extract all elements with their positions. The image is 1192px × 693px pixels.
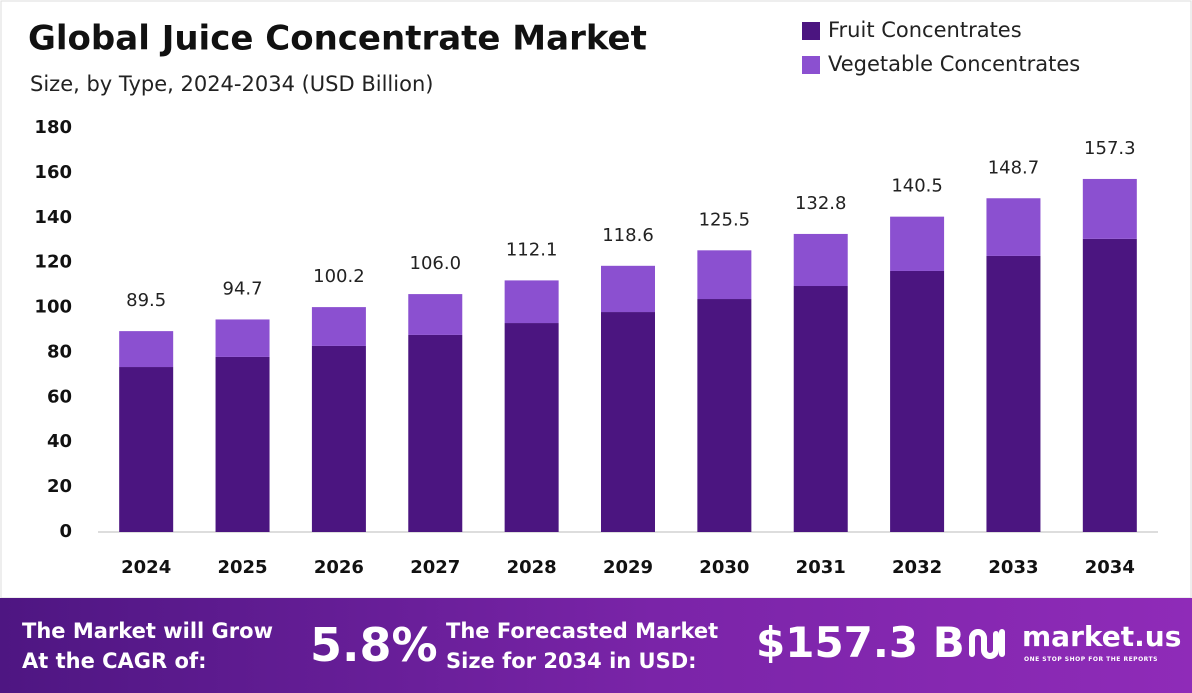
x-tick-label: 2033 [988,557,1038,578]
bar-segment [215,356,270,532]
forecast-value: $157.3 B [756,618,965,667]
chart-subtitle: Size, by Type, 2024-2034 (USD Billion) [30,72,433,96]
total-label: 112.1 [506,239,558,260]
bar-segment [986,198,1041,256]
bar-segment [504,280,559,324]
bar-segment [119,367,174,532]
total-label: 89.5 [126,290,166,311]
total-label: 125.5 [699,209,751,230]
total-label: 148.7 [988,157,1040,178]
y-tick-label: 120 [34,252,72,273]
legend-swatch [802,22,820,40]
y-tick-label: 100 [34,297,72,318]
bar-segment [986,255,1041,532]
x-tick-label: 2031 [796,557,846,578]
x-tick-label: 2026 [314,557,364,578]
total-label: 132.8 [795,193,847,214]
y-tick-label: 0 [59,521,72,542]
bar-segment [1082,178,1137,239]
bar-segment [793,286,848,532]
bar-segment [504,323,559,532]
bar-segment [890,216,945,271]
bar-segment [311,307,366,346]
bar-segment [793,233,848,287]
chart: Global Juice Concentrate Market Size, by… [0,0,1192,599]
bar-segment [311,345,366,532]
x-tick-label: 2034 [1085,557,1135,578]
x-tick-label: 2027 [410,557,460,578]
bar-segment [697,250,752,300]
y-tick-label: 180 [34,117,72,138]
y-tick-label: 160 [34,162,72,183]
bar-segment [601,265,655,313]
x-tick-label: 2025 [217,557,267,578]
total-label: 157.3 [1084,138,1136,159]
y-tick-label: 140 [34,207,72,228]
cagr-text: The Market will Grow At the CAGR of: [22,619,273,673]
legend-swatch [802,56,820,74]
x-tick-label: 2024 [121,557,171,578]
total-label: 118.6 [602,225,654,246]
bar-segment [601,312,655,532]
total-label: 94.7 [223,278,263,299]
y-tick-label: 60 [47,386,72,407]
total-label: 140.5 [891,176,943,197]
cagr-value: 5.8% [310,618,438,672]
chart-title: Global Juice Concentrate Market [28,19,647,59]
y-tick-label: 80 [47,341,72,362]
bar-segment [119,331,174,368]
x-tick-label: 2032 [892,557,942,578]
forecast-text: The Forecasted Market Size for 2034 in U… [446,619,719,673]
brand: market.us [1022,620,1182,653]
y-tick-label: 20 [47,476,72,497]
total-label: 100.2 [313,266,365,287]
bar-segment [408,334,463,532]
x-tick-label: 2030 [699,557,749,578]
bar-segment [408,294,463,335]
legend-label: Fruit Concentrates [828,18,1022,42]
footer: The Market will Grow At the CAGR of: 5.8… [0,598,1192,693]
x-tick-label: 2028 [507,557,557,578]
bar-segment [697,299,752,532]
bar-segment [890,270,945,532]
total-label: 106.0 [410,253,462,274]
bar-segment [1082,238,1137,532]
bar-segment [215,319,270,357]
y-tick-label: 40 [47,431,72,452]
legend-label: Vegetable Concentrates [828,52,1080,76]
tagline: ONE STOP SHOP FOR THE REPORTS [1024,656,1158,663]
x-tick-label: 2029 [603,557,653,578]
brand-logo [969,629,1005,659]
